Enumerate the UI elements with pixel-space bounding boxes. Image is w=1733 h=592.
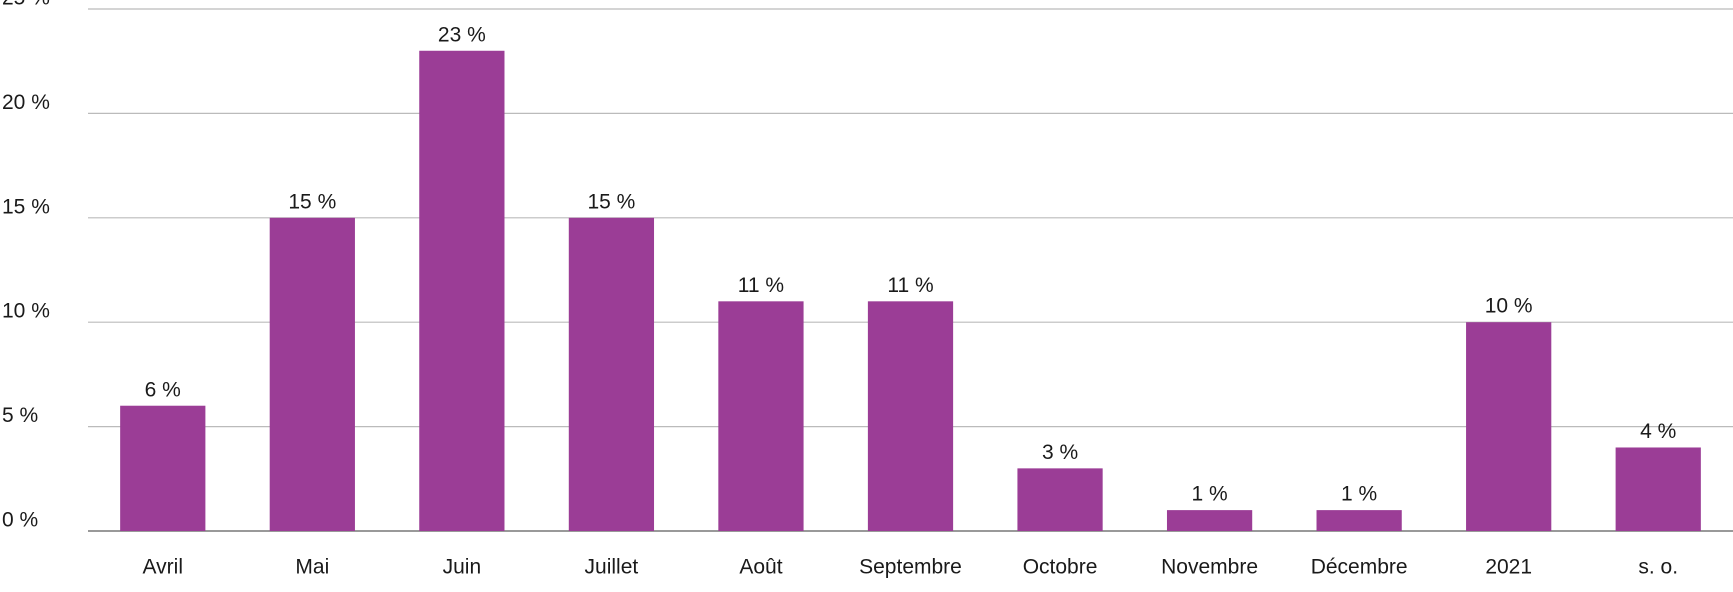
bar [419, 50, 505, 531]
y-tick-label: 10 % [2, 300, 50, 323]
data-label: 3 % [1042, 441, 1078, 464]
x-tick-label: s. o. [1638, 556, 1678, 579]
bar [1615, 447, 1701, 531]
x-tick-label: Juillet [585, 556, 639, 579]
bar [1466, 322, 1552, 531]
y-tick-label: 5 % [2, 404, 38, 427]
x-tick-label: Mai [295, 556, 329, 579]
bar [718, 301, 804, 531]
data-label: 15 % [587, 190, 635, 213]
y-tick-label: 25 % [2, 0, 50, 10]
data-label: 6 % [145, 378, 181, 401]
x-tick-label: Septembre [859, 556, 962, 579]
data-label: 1 % [1341, 483, 1377, 506]
y-tick-label: 0 % [2, 509, 38, 532]
bar [867, 301, 954, 531]
data-label: 11 % [738, 274, 784, 297]
bar [1166, 510, 1253, 531]
y-tick-label: 15 % [2, 195, 50, 218]
x-tick-label: Avril [143, 556, 183, 579]
bar [1017, 468, 1103, 531]
bar [1316, 510, 1402, 531]
data-label: 10 % [1485, 295, 1533, 318]
x-tick-label: Août [739, 556, 782, 579]
data-label: 1 % [1191, 483, 1227, 506]
data-label: 4 % [1640, 420, 1676, 443]
x-tick-label: Juin [443, 556, 482, 579]
y-tick-label: 20 % [2, 91, 50, 114]
x-tick-label: 2021 [1485, 556, 1532, 579]
bar [568, 217, 655, 532]
bar [120, 405, 206, 531]
x-tick-label: Novembre [1161, 556, 1258, 579]
data-label: 15 % [288, 190, 336, 213]
bar [269, 217, 355, 532]
data-label: 11 % [887, 274, 933, 297]
x-tick-label: Décembre [1311, 556, 1408, 579]
x-tick-label: Octobre [1023, 556, 1098, 579]
data-label: 23 % [438, 23, 486, 46]
